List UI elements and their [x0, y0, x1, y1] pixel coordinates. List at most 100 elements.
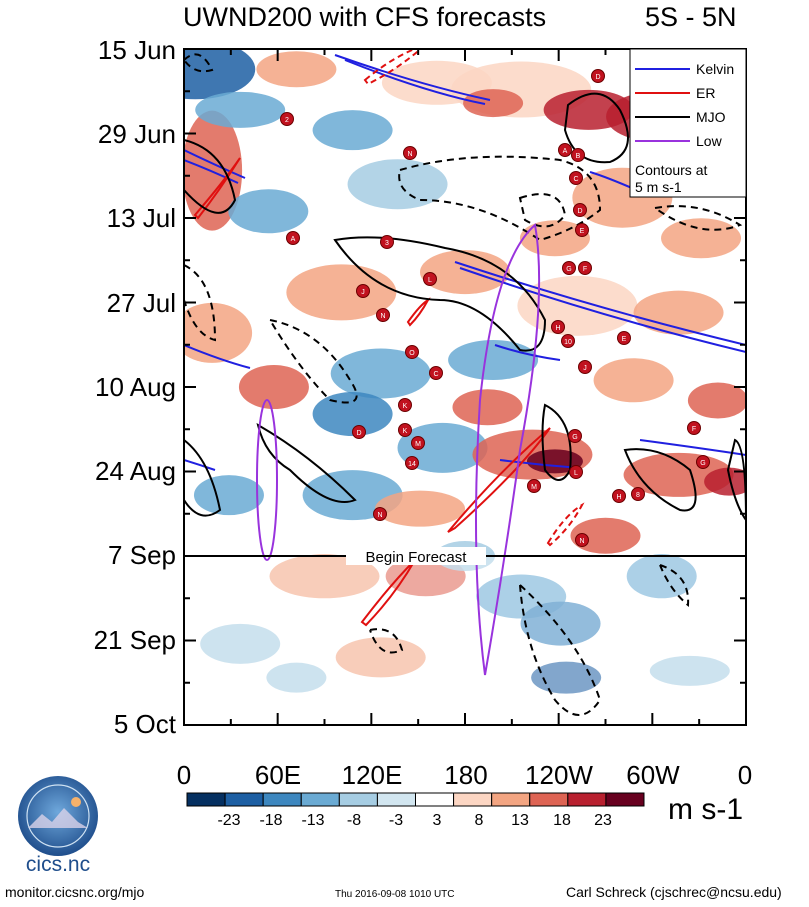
colorbar-swatch: [415, 792, 455, 807]
kelvin-contour: [344, 59, 486, 105]
storm-label: O: [409, 350, 415, 357]
storm-marker: [398, 423, 412, 437]
anomaly-shade: [200, 623, 281, 664]
storm-label: G: [700, 460, 705, 467]
anomaly-shade: [463, 89, 524, 118]
anomaly-shade: [312, 110, 393, 151]
storm-marker: [562, 261, 576, 275]
colorbar-label: -3: [388, 812, 404, 829]
storm-marker: [373, 507, 387, 521]
storm-marker: [687, 421, 701, 435]
colorbar-swatch: [262, 792, 302, 807]
y-tick-label: 15 Jun: [97, 35, 176, 65]
x-tick-label: 60E: [254, 760, 302, 790]
storm-label: D: [595, 74, 600, 81]
footer-url[interactable]: monitor.cicsnc.org/mjo: [5, 884, 145, 900]
kelvin-contour: [494, 344, 561, 361]
colorbar-swatch: [529, 792, 569, 807]
y-tick-label: 24 Aug: [95, 456, 176, 486]
storm-label: J: [583, 365, 587, 372]
anomaly-shade: [195, 91, 286, 128]
storm-label: K: [403, 428, 408, 435]
storm-marker: [403, 146, 417, 160]
storm-label: C: [433, 371, 438, 378]
colorbar-swatch: [491, 792, 531, 807]
storm-label: 2: [285, 117, 289, 124]
storm-marker: [569, 171, 583, 185]
storm-marker: [405, 345, 419, 359]
anomaly-shade: [256, 51, 337, 88]
storm-marker: [558, 143, 572, 157]
storm-marker: [569, 465, 583, 479]
storm-label: N: [377, 512, 382, 519]
anomaly-shade: [347, 159, 448, 210]
colorbar-label: 8: [474, 812, 484, 829]
mjo-contour: [333, 236, 547, 352]
storm-marker: [411, 436, 425, 450]
legend-label: MJO: [696, 109, 726, 125]
er-contour: [193, 157, 241, 220]
kelvin-contour: [184, 159, 239, 184]
forecast-label-bg: [346, 547, 486, 565]
storm-label: 8: [636, 492, 640, 499]
er-contour: [546, 502, 585, 547]
storm-label: K: [403, 403, 408, 410]
colorbar-swatch: [453, 792, 493, 807]
y-tick-label: 7 Sep: [108, 540, 176, 570]
footer-timestamp: Thu 2016-09-08 1010 UTC: [335, 889, 455, 900]
mjo-contour: [623, 448, 697, 512]
mjo-contour: [256, 422, 357, 503]
mjo-contour-negative: [659, 564, 690, 608]
x-tick-label: 60W: [626, 760, 680, 790]
storm-label: N: [579, 538, 584, 545]
storm-label: B: [576, 153, 581, 160]
mjo-contour-negative: [519, 584, 602, 716]
anomaly-shade: [649, 655, 730, 686]
colorbar-label: -13: [301, 812, 325, 829]
anomaly-shade: [626, 554, 697, 599]
storm-label: L: [574, 470, 578, 477]
storm-marker: [568, 429, 582, 443]
storm-marker: [356, 284, 370, 298]
colorbar-label: 23: [594, 812, 612, 829]
colorbar-swatch: [567, 792, 607, 807]
storm-label: E: [622, 336, 627, 343]
colorbar-swatch: [300, 792, 340, 807]
x-tick-label: 120W: [525, 760, 593, 790]
mjo-contour-negative: [369, 628, 404, 654]
anomaly-shade: [633, 290, 724, 335]
y-tick-label: 21 Sep: [93, 625, 176, 655]
anomaly-shade: [184, 49, 256, 100]
anomaly-shade: [266, 662, 327, 693]
anomaly-shade: [228, 189, 309, 234]
y-tick-label: 13 Jul: [106, 203, 176, 233]
logo-text: cics.nc: [26, 853, 90, 874]
colorbar-label: 13: [511, 812, 529, 829]
er-contour: [447, 427, 551, 533]
low-contour: [256, 399, 278, 561]
storm-marker: [405, 456, 419, 470]
legend-note: 5 m s-1: [635, 179, 682, 195]
storm-marker: [578, 261, 592, 275]
storm-marker: [571, 148, 585, 162]
anomaly-shade: [448, 339, 539, 380]
x-tick-label: 0: [176, 760, 192, 790]
storm-marker: [527, 479, 541, 493]
footer-author: Carl Schreck (cjschrec@ncsu.edu): [566, 884, 782, 900]
anomaly-shade: [687, 382, 746, 419]
mjo-contour: [184, 139, 237, 214]
kelvin-contour: [184, 344, 251, 369]
storm-label: C: [573, 176, 578, 183]
storm-marker: [573, 203, 587, 217]
storm-label: M: [531, 484, 537, 491]
anomaly-shade: [330, 348, 431, 399]
anomaly-shade: [531, 661, 602, 694]
storm-label: J: [361, 289, 365, 296]
mjo-contour-negative: [184, 264, 217, 342]
anomaly-shade: [286, 264, 397, 321]
storm-label: D: [356, 430, 361, 437]
anomaly-shade: [661, 218, 742, 259]
storm-marker: [398, 398, 412, 412]
anomaly-shade: [184, 302, 253, 363]
